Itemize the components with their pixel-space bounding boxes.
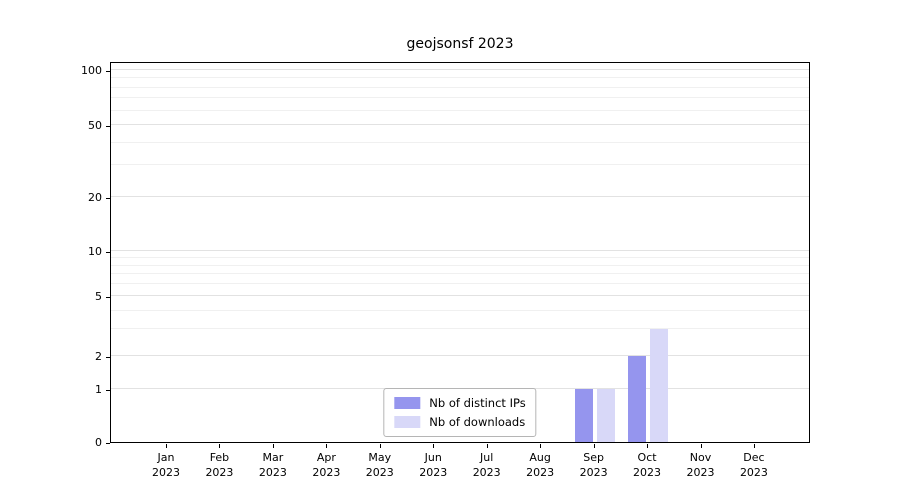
gridline-minor <box>111 283 809 285</box>
gridline-minor <box>111 273 809 275</box>
x-tick-label-line: Sep <box>583 451 604 464</box>
y-tick-mark <box>106 390 110 391</box>
gridline-minor <box>111 256 809 258</box>
x-tick-label-line: Feb <box>209 451 230 464</box>
y-tick-label: 10 <box>88 245 102 258</box>
x-tick-label-line: Mar <box>262 451 284 464</box>
gridline-minor <box>111 164 809 166</box>
gridline <box>111 196 809 197</box>
x-tick-label: Jul 2023 <box>457 450 517 480</box>
x-tick-mark <box>486 444 488 448</box>
x-tick-label-line: Jan <box>157 451 175 464</box>
x-tick-label: Jun 2023 <box>403 450 463 480</box>
x-tick-mark <box>700 444 702 448</box>
legend-item-distinct-ips: Nb of distinct IPs <box>394 396 526 410</box>
gridline-minor <box>111 328 809 330</box>
y-tick-mark <box>106 252 110 253</box>
y-tick-mark <box>106 443 110 444</box>
gridline-minor <box>111 97 809 99</box>
x-tick-label: Feb 2023 <box>189 450 249 480</box>
x-tick-label-line: 2023 <box>258 466 287 479</box>
x-tick-label-line: Jun <box>424 451 442 464</box>
x-tick-label-line: 2023 <box>633 466 662 479</box>
x-tick-mark <box>166 444 167 448</box>
y-tick-mark <box>106 71 110 72</box>
x-tick-mark <box>272 444 274 448</box>
x-tick-label-line: 2023 <box>472 466 501 479</box>
x-tick-label: Mar 2023 <box>243 450 303 480</box>
x-tick-label-line: Dec <box>743 451 765 464</box>
x-tick-label: Aug 2023 <box>510 450 570 480</box>
x-tick-label-line: 2023 <box>365 466 394 479</box>
legend-label-downloads: Nb of downloads <box>429 415 526 429</box>
bar-nb-of-distinct-ips <box>574 389 593 442</box>
gridline <box>111 295 809 296</box>
x-tick-label-line: May <box>368 451 392 464</box>
y-tick-mark <box>106 297 110 298</box>
x-tick-label: Sep 2023 <box>564 450 624 480</box>
x-tick-mark <box>379 444 381 448</box>
legend-item-downloads: Nb of downloads <box>394 415 525 429</box>
x-tick-mark <box>540 444 542 448</box>
x-tick-label: Nov 2023 <box>671 450 731 480</box>
x-tick-label-line: Jul <box>480 451 494 464</box>
x-tick-label-line: 2023 <box>526 466 555 479</box>
x-tick-label: Oct 2023 <box>617 450 677 480</box>
legend-swatch-distinct-ips <box>394 397 421 409</box>
x-tick-label-line: 2023 <box>579 466 608 479</box>
y-tick-label: 0 <box>95 436 102 449</box>
bar-nb-of-downloads <box>596 389 615 442</box>
bar-nb-of-distinct-ips <box>628 356 647 442</box>
y-tick-label: 50 <box>88 119 102 132</box>
gridline <box>111 355 809 356</box>
y-tick-mark <box>106 357 110 358</box>
gridline <box>111 250 809 251</box>
x-tick-label: May 2023 <box>350 450 410 480</box>
x-tick-label: Jan 2023 <box>136 450 196 480</box>
x-tick-label: Dec 2023 <box>724 450 784 480</box>
gridline-minor <box>111 309 809 311</box>
x-tick-label-line: Oct <box>637 451 657 464</box>
x-tick-label-line: 2023 <box>739 466 768 479</box>
x-tick-mark <box>593 444 595 448</box>
bar-nb-of-downloads <box>650 329 669 442</box>
gridline <box>111 69 809 70</box>
plot-area: Nb of distinct IPs Nb of downloads <box>110 62 810 443</box>
gridline <box>111 124 809 125</box>
legend: Nb of distinct IPs Nb of downloads <box>383 388 537 437</box>
x-tick-mark <box>433 444 435 448</box>
y-tick-label: 20 <box>88 191 102 204</box>
x-tick-label-line: Nov <box>689 451 712 464</box>
y-tick-label: 2 <box>95 350 102 363</box>
x-tick-label-line: 2023 <box>419 466 448 479</box>
x-tick-label-line: 2023 <box>152 466 180 479</box>
x-tick-label-line: 2023 <box>205 466 234 479</box>
x-tick-mark <box>753 444 755 448</box>
y-tick-label: 1 <box>95 383 102 396</box>
x-tick-label-line: Aug <box>529 451 551 464</box>
y-tick-label: 5 <box>95 290 102 303</box>
gridline-minor <box>111 109 809 111</box>
gridline-minor <box>111 86 809 88</box>
legend-label-distinct-ips: Nb of distinct IPs <box>429 396 526 410</box>
gridline-minor <box>111 141 809 143</box>
gridline-minor <box>111 264 809 266</box>
x-tick-label-line: Apr <box>316 451 336 464</box>
x-tick-mark <box>219 444 221 448</box>
x-tick-label-line: 2023 <box>312 466 341 479</box>
y-tick-label: 100 <box>81 64 102 77</box>
chart-title: geojsonsf 2023 <box>406 36 514 52</box>
legend-swatch-downloads <box>394 416 421 428</box>
x-tick-mark <box>647 444 649 448</box>
x-tick-label: Apr 2023 <box>296 450 356 480</box>
y-tick-mark <box>106 126 110 127</box>
y-tick-mark <box>106 198 110 199</box>
x-tick-label-line: 2023 <box>686 466 715 479</box>
x-tick-mark <box>326 444 328 448</box>
gridline-minor <box>111 77 809 79</box>
